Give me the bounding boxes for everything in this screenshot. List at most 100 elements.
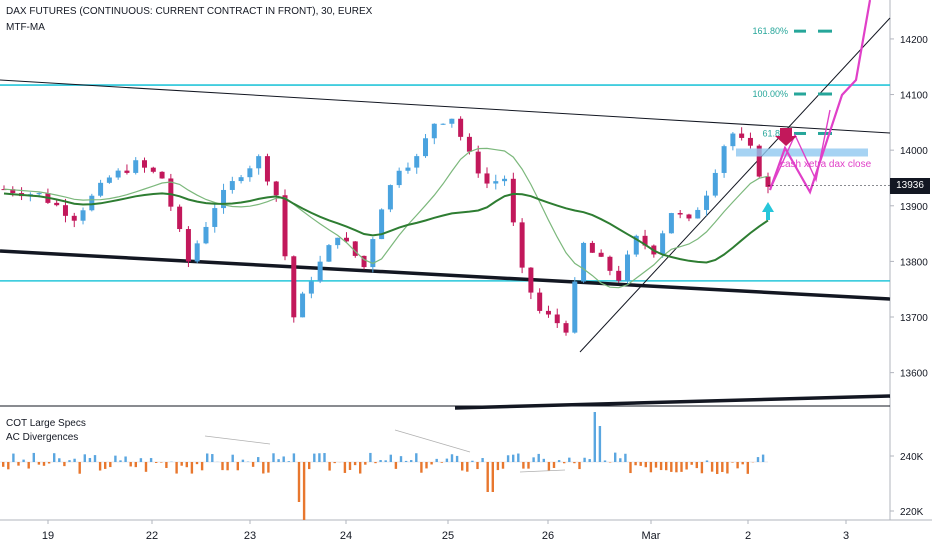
histogram-bar [12,453,15,462]
candle-body [642,235,648,246]
candle-body [537,292,543,311]
candle-body [387,185,393,210]
histogram-bar [685,462,688,470]
histogram-bar [761,454,765,462]
histogram-bar [695,462,698,469]
histogram-bar [267,462,270,473]
histogram-bar [410,460,413,462]
candle-body [361,255,367,268]
histogram-bar [731,462,734,463]
histogram-bar [598,426,602,462]
histogram-bar [292,453,296,462]
candle-body [721,146,727,173]
histogram-bar [134,462,137,468]
fib-level-label: 161.80% [752,26,788,36]
histogram-bar [78,462,81,474]
fib-level-label: 100.00% [752,89,788,99]
histogram-bar [705,460,709,462]
candle-body [449,118,455,124]
histogram-bar [374,462,377,464]
candle-body [229,181,235,190]
candle-body [431,123,437,139]
histogram-bar [308,462,311,470]
histogram-bar [195,462,199,465]
histogram-bar [211,454,214,462]
histogram-bar [257,457,260,462]
histogram-bar [741,462,744,465]
lower-pane-trendline [454,394,891,410]
histogram-bar [119,460,122,462]
candle-body [677,213,683,215]
candle-body [62,205,68,216]
candle-body [352,241,358,256]
candle-body [150,167,156,172]
histogram-bar [282,456,285,462]
ma-fast-line [3,147,769,289]
histogram-bar [670,462,673,472]
histogram-bar [471,460,474,462]
histogram-bar [262,462,265,474]
histogram-bar [522,462,525,469]
fib-level-label: 61.8% [762,128,788,138]
histogram-bar [251,462,255,467]
histogram-bar [231,454,234,462]
candle-body [739,133,745,138]
candle-body [747,137,753,146]
histogram-bar [359,462,362,474]
histogram-bar [614,452,617,462]
candle-body [247,168,253,178]
candle-body [572,281,578,333]
candle-body [326,245,332,262]
candle-body [765,176,771,187]
histogram-bar [53,453,56,462]
histogram-bar [563,462,566,464]
upper-trendline [0,79,891,134]
histogram-bar [58,458,61,462]
histogram-bar [165,462,168,468]
candle-body [282,195,288,257]
histogram-bar [552,462,556,468]
histogram-bar [394,462,398,469]
candle-body [177,206,183,230]
candle-body [71,215,77,221]
candle-body [475,151,481,174]
candle-body [563,323,569,333]
sub-y-tick-label: 220K [900,507,924,518]
chart-title: DAX FUTURES (CONTINUOUS: CURRENT CONTRAC… [6,6,373,17]
histogram-bar [486,462,489,492]
histogram-bar [578,462,581,470]
cot-label: COT Large Specs [6,418,86,429]
histogram-bar [155,462,158,463]
x-tick-label: 3 [843,530,849,542]
histogram-bar [124,456,127,462]
histogram-bar [104,462,107,469]
histogram-bar [190,462,194,474]
candle-body [343,237,349,242]
candle-body [607,256,613,271]
candle-body [396,170,402,186]
histogram-bar [353,462,357,466]
candle-body [668,213,674,234]
histogram-bar [461,462,464,471]
down-arrow-icon [775,128,797,146]
candle-body [493,181,499,184]
candle-body [98,182,104,196]
histogram-bar [593,412,596,462]
candle-body [203,226,209,244]
histogram-bar [37,462,41,465]
histogram-bar [88,457,92,462]
candle-body [616,270,622,281]
histogram-bar [491,462,494,492]
candle-body [484,173,490,184]
candle-body [212,208,218,227]
cash-close-annotation: cash xetra dax close [780,159,872,170]
candle-body [502,178,508,182]
rising-trendline [579,17,891,353]
candle-body [159,171,165,179]
histogram-bar [659,462,663,471]
histogram-bar [721,462,724,473]
histogram-bar [42,462,46,466]
histogram-bar [450,454,454,462]
